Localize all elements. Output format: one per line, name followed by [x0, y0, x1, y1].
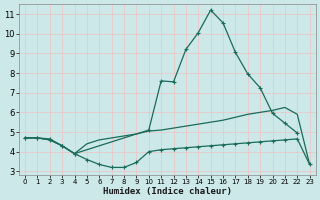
- X-axis label: Humidex (Indice chaleur): Humidex (Indice chaleur): [103, 187, 232, 196]
